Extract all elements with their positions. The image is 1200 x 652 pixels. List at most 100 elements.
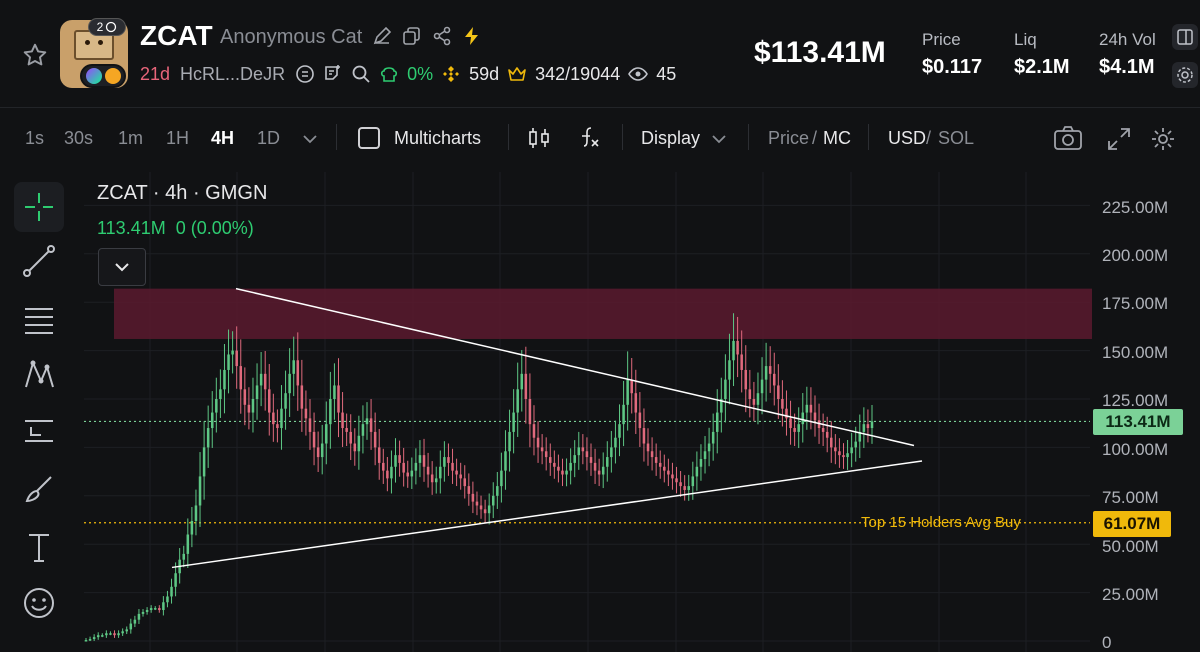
holders-count: 342/19044: [535, 63, 621, 84]
sol-toggle[interactable]: SOL: [938, 128, 975, 148]
candle-body: [158, 608, 161, 611]
chevron-down-icon: [115, 263, 129, 272]
candle-body: [532, 424, 536, 438]
share-icon[interactable]: [432, 26, 452, 46]
timeframe-1h[interactable]: 1H: [166, 128, 190, 148]
candle-body: [540, 447, 544, 452]
chevron-down-icon[interactable]: [710, 132, 728, 146]
candle-body: [272, 412, 275, 425]
search-icon[interactable]: [351, 64, 371, 84]
candle-body: [133, 619, 137, 624]
candle-body: [630, 379, 633, 394]
candle-body: [508, 431, 511, 452]
candle-body: [475, 501, 479, 506]
mc-mode-toggle[interactable]: MC: [823, 128, 851, 148]
usd-toggle[interactable]: USD: [888, 128, 927, 148]
price-chart[interactable]: [84, 172, 1200, 652]
settings-icon[interactable]: [1150, 126, 1176, 152]
camera-icon[interactable]: [1052, 124, 1084, 152]
candle-body: [463, 478, 467, 487]
star-icon[interactable]: [22, 42, 48, 68]
settings-side-button[interactable]: [1172, 62, 1198, 88]
candle-body: [524, 373, 528, 399]
legend-collapse-button[interactable]: [98, 248, 146, 286]
candle-body: [528, 399, 532, 425]
candle-body: [687, 486, 690, 490]
candle-body: [125, 629, 128, 632]
crown-icon: [508, 67, 526, 81]
binance-icon: [443, 66, 460, 82]
copy-icon[interactable]: [402, 26, 422, 46]
trendline-upper: [235, 287, 915, 447]
candle-body: [846, 453, 849, 458]
dollar-circle-icon[interactable]: [295, 64, 315, 84]
candle-body: [858, 431, 862, 442]
timeframe-1m[interactable]: 1m: [118, 128, 144, 148]
candle-body: [589, 457, 593, 463]
candle-body: [483, 509, 487, 514]
candle-body: [455, 470, 458, 475]
candle-body: [251, 399, 255, 413]
measure-tool[interactable]: [14, 406, 64, 456]
candle-body: [671, 474, 674, 479]
fullscreen-icon[interactable]: [1106, 126, 1132, 152]
candle-body: [834, 447, 837, 452]
candle-body: [642, 428, 646, 444]
candle-body: [740, 354, 743, 370]
candles-icon[interactable]: [526, 126, 552, 150]
crosshair-tool[interactable]: [14, 182, 64, 232]
brush-tool[interactable]: [14, 464, 64, 514]
candle-body: [500, 470, 503, 487]
candle-body: [227, 354, 230, 370]
gear-icon: [1177, 67, 1193, 83]
token-address[interactable]: HcRL...DeJR: [180, 63, 286, 84]
smiley-icon: [24, 588, 54, 618]
indicators-icon[interactable]: [576, 126, 602, 150]
edit-icon[interactable]: [372, 26, 392, 46]
candle-body: [109, 633, 112, 635]
candle-body: [276, 424, 279, 429]
notes-icon[interactable]: [323, 64, 343, 84]
candle-body: [728, 360, 731, 380]
current-price-tag: 113.41M: [1093, 409, 1183, 435]
candle-body: [353, 443, 357, 452]
pattern-tool[interactable]: [14, 350, 64, 400]
market-cap: $113.41M: [754, 36, 886, 69]
candle-body: [813, 412, 817, 421]
trendline-tool[interactable]: [14, 236, 64, 286]
y-tick: 25.00M: [1102, 585, 1159, 604]
candle-body: [801, 412, 805, 425]
token-header: 2 ZCAT Anonymous Cat 21d HcRL...DeJR 0% …: [0, 0, 1200, 108]
candle-body: [715, 412, 719, 432]
candle-body: [296, 360, 300, 386]
fib-tool[interactable]: [14, 294, 64, 344]
emoji-tool[interactable]: [14, 578, 64, 628]
timeframe-30s[interactable]: 30s: [64, 128, 94, 148]
crosshair-icon: [25, 193, 53, 221]
candle-body: [760, 379, 764, 394]
candle-body: [308, 418, 312, 432]
text-tool[interactable]: [14, 522, 64, 572]
lightning-icon[interactable]: [462, 26, 482, 46]
candle-body: [585, 451, 589, 458]
chevron-down-icon[interactable]: [301, 132, 319, 146]
candle-body: [137, 613, 141, 620]
candle-body: [386, 470, 389, 479]
timeframe-1s[interactable]: 1s: [25, 128, 45, 148]
candle-body: [377, 447, 381, 463]
candle-body: [467, 486, 471, 494]
price-mode-toggle[interactable]: Price: [768, 128, 810, 148]
candle-body: [361, 424, 365, 436]
candle-body: [263, 373, 267, 390]
timeframe-4h[interactable]: 4H: [211, 128, 235, 148]
candle-body: [402, 462, 405, 473]
candle-body: [764, 366, 768, 380]
token-name: Anonymous Cat: [220, 26, 363, 48]
candle-body: [231, 350, 234, 355]
multicharts-label[interactable]: Multicharts: [394, 128, 482, 148]
display-dropdown[interactable]: Display: [641, 128, 701, 148]
timeframe-1d[interactable]: 1D: [257, 128, 281, 148]
panel-toggle-button[interactable]: [1172, 24, 1198, 50]
candle-body: [756, 393, 760, 405]
multicharts-checkbox[interactable]: [358, 127, 380, 149]
